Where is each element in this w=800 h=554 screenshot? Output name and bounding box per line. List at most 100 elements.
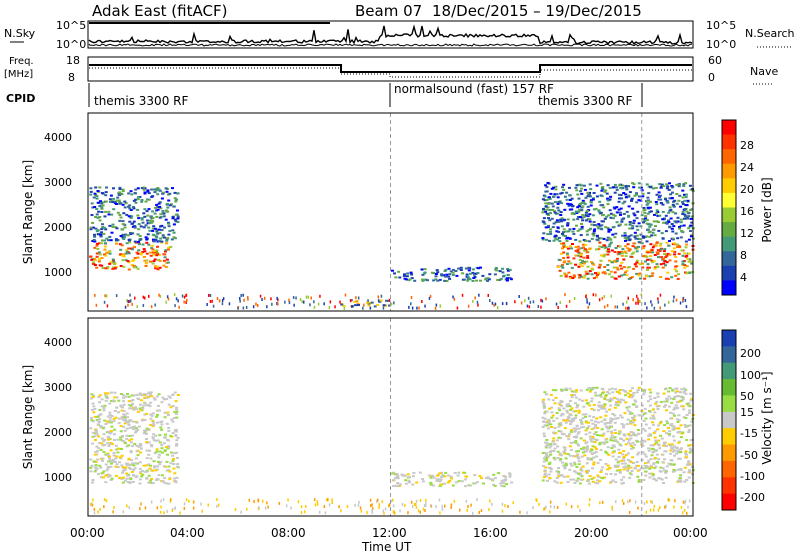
power-cell	[580, 252, 583, 255]
velocity-cell	[168, 470, 172, 473]
date-range: 18/Dec/2015 – 19/Dec/2015	[432, 2, 642, 20]
power-cell	[94, 194, 98, 196]
velocity-cell	[544, 466, 548, 469]
velocity-cell	[106, 473, 110, 476]
velocity-cell	[475, 481, 479, 484]
power-cell	[602, 237, 606, 240]
power-cell	[579, 190, 583, 193]
velocity-clutter	[240, 510, 242, 514]
power-clutter	[105, 294, 108, 298]
power-cell	[162, 264, 166, 267]
power-cell	[355, 300, 359, 303]
power-cell	[544, 210, 547, 213]
velocity-cell	[650, 466, 654, 469]
power-cell	[667, 221, 671, 223]
velocity-clutter	[139, 507, 141, 511]
power-cell	[664, 277, 668, 280]
power-clutter	[218, 299, 221, 303]
power-cell	[675, 183, 679, 186]
velocity-cell	[682, 471, 686, 474]
power-cell	[684, 204, 688, 206]
power-cell	[589, 204, 593, 207]
power-cell	[553, 211, 557, 214]
power-cell	[131, 232, 135, 235]
power-cell	[155, 236, 159, 239]
power-cell	[91, 261, 95, 264]
power-scatter-data	[89, 113, 695, 311]
power-cell	[570, 247, 573, 250]
velocity-cell	[392, 479, 396, 482]
velocity-clutter	[399, 509, 401, 513]
velocity-cell	[156, 478, 160, 481]
velocity-cell	[508, 475, 512, 478]
power-cell	[121, 188, 125, 191]
velocity-clutter	[556, 506, 559, 509]
velocity-cell	[124, 395, 128, 398]
power-cell	[154, 265, 158, 268]
velocity-cell	[106, 435, 110, 438]
power-colorbar-swatch-2	[722, 149, 736, 165]
power-cell	[596, 271, 600, 274]
velocity-cell	[670, 401, 674, 404]
velocity-cell	[125, 464, 129, 466]
power-cell	[557, 230, 561, 233]
velocity-cell	[665, 465, 669, 468]
power-cell	[447, 275, 451, 278]
power-cell	[663, 248, 667, 251]
power-cell	[628, 223, 632, 226]
velocity-cell	[569, 449, 573, 451]
velocity-cell	[104, 394, 108, 397]
velocity-clutter	[601, 500, 604, 504]
velocity-cell	[172, 477, 176, 480]
power-cell	[432, 279, 436, 282]
power-cell	[560, 265, 564, 268]
velocity-cell	[668, 387, 672, 389]
power-cell	[684, 246, 688, 249]
velocity-clutter	[532, 506, 534, 510]
power-cell	[563, 260, 567, 263]
velocity-cell	[155, 395, 159, 398]
velocity-cell	[665, 409, 669, 412]
power-cell	[93, 240, 97, 243]
power-cell	[557, 201, 561, 203]
velocity-cell	[109, 465, 113, 468]
velocity-cell	[96, 419, 100, 422]
power-cell	[635, 234, 639, 237]
velocity-cell	[600, 420, 604, 423]
power-cell	[623, 250, 627, 253]
power-cell	[679, 224, 683, 227]
velocity-cell	[110, 462, 113, 465]
velocity-cell	[106, 415, 110, 418]
power-cell	[151, 248, 155, 251]
velocity-cell	[554, 396, 558, 399]
power-cell	[557, 258, 561, 261]
x-tick-0000: 00:00	[70, 526, 105, 540]
velocity-cell	[608, 408, 612, 411]
velocity-cell	[557, 402, 561, 405]
power-clutter	[142, 295, 145, 299]
power-cell	[599, 237, 603, 240]
power-cell	[687, 212, 691, 215]
velocity-cell	[612, 396, 616, 399]
velocity-cell	[651, 444, 655, 447]
velocity-cell	[657, 458, 661, 461]
power-cell	[621, 248, 625, 251]
velocity-cell	[582, 405, 586, 408]
velocity-cell	[604, 438, 608, 441]
velocity-cell	[648, 427, 652, 430]
power-cell	[147, 208, 151, 211]
power-cell	[506, 273, 510, 276]
velocity-cell	[610, 387, 614, 390]
power-clutter	[637, 301, 639, 305]
velocity-cell	[175, 443, 179, 445]
power-cell	[505, 279, 509, 282]
velocity-cell	[119, 393, 123, 395]
velocity-clutter	[183, 506, 186, 510]
velocity-clutter	[390, 499, 393, 503]
velocity-cell	[643, 453, 647, 456]
power-cell	[119, 248, 123, 251]
power-cell	[554, 234, 558, 237]
velocity-cell	[637, 386, 641, 389]
velocity-cell	[134, 408, 138, 411]
power-cell	[597, 237, 601, 240]
